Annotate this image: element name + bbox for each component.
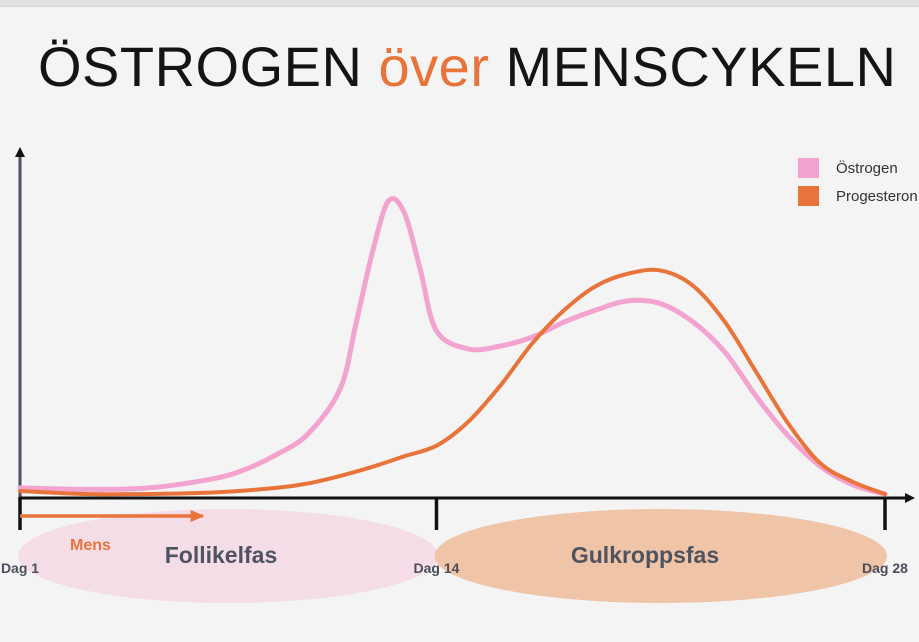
page-title: ÖSTROGEN över MENSCYKELN bbox=[38, 34, 896, 99]
title-part-1: ÖSTROGEN bbox=[38, 35, 379, 98]
title-part-3: MENSCYKELN bbox=[489, 35, 897, 98]
phase-label-2: Gulkroppsfas bbox=[571, 542, 719, 568]
series-lines bbox=[17, 196, 888, 497]
x-tick-label-2: Dag 14 bbox=[414, 560, 460, 576]
phase-region-2 bbox=[434, 509, 887, 603]
phase-region-1 bbox=[18, 509, 439, 603]
x-tick-label-3: Dag 28 bbox=[862, 560, 908, 576]
legend-swatch-2 bbox=[798, 186, 819, 206]
legend: Östrogen Progesteron bbox=[798, 158, 918, 206]
series-line-1 bbox=[17, 196, 888, 497]
legend-swatch-1 bbox=[798, 158, 819, 178]
chart-labels: Dag 1 Dag 14 Dag 28 Mens Follikelfas Gulkropp… bbox=[1, 510, 908, 576]
legend-entry-2: Progesteron bbox=[836, 188, 918, 205]
phase-regions bbox=[18, 509, 887, 603]
top-rule bbox=[0, 0, 919, 7]
phase-label-1: Follikelfas bbox=[165, 542, 277, 568]
series-line-2 bbox=[18, 267, 887, 497]
axes bbox=[15, 147, 915, 530]
x-tick-label-1: Dag 1 bbox=[1, 560, 39, 576]
title-accent: över bbox=[378, 35, 490, 98]
mens-label: Mens bbox=[70, 537, 111, 554]
legend-entry-1: Östrogen bbox=[836, 159, 898, 177]
